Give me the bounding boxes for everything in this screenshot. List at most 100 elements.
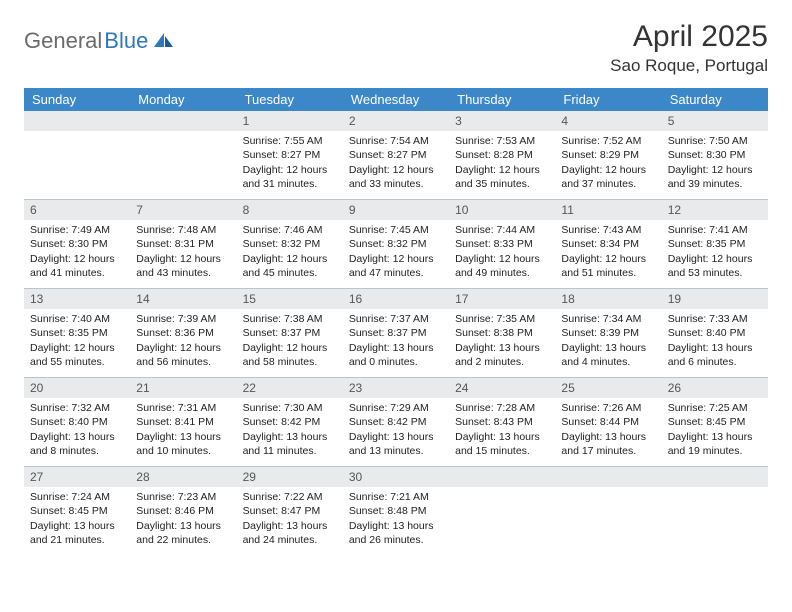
- cell-content: Sunrise: 7:41 AMSunset: 8:35 PMDaylight:…: [662, 220, 768, 286]
- cell-content: Sunrise: 7:49 AMSunset: 8:30 PMDaylight:…: [24, 220, 130, 286]
- calendar-cell: [130, 111, 236, 199]
- sunset-line: Sunset: 8:30 PM: [668, 148, 762, 162]
- calendar-cell: 7Sunrise: 7:48 AMSunset: 8:31 PMDaylight…: [130, 200, 236, 288]
- sunset-line: Sunset: 8:36 PM: [136, 326, 230, 340]
- calendar-cell: 12Sunrise: 7:41 AMSunset: 8:35 PMDayligh…: [662, 200, 768, 288]
- sunset-line: Sunset: 8:34 PM: [561, 237, 655, 251]
- cell-content: Sunrise: 7:40 AMSunset: 8:35 PMDaylight:…: [24, 309, 130, 375]
- title-block: April 2025 Sao Roque, Portugal: [610, 20, 768, 76]
- cell-content: Sunrise: 7:26 AMSunset: 8:44 PMDaylight:…: [555, 398, 661, 464]
- weekday-header: Thursday: [449, 88, 555, 111]
- daylight-line: Daylight: 13 hours and 13 minutes.: [349, 430, 443, 458]
- day-number: 21: [130, 378, 236, 398]
- page-header: GeneralBlue April 2025 Sao Roque, Portug…: [24, 20, 768, 76]
- sunset-line: Sunset: 8:35 PM: [668, 237, 762, 251]
- cell-content: Sunrise: 7:52 AMSunset: 8:29 PMDaylight:…: [555, 131, 661, 197]
- calendar-cell: [555, 467, 661, 553]
- calendar-row: 1Sunrise: 7:55 AMSunset: 8:27 PMDaylight…: [24, 111, 768, 199]
- sunrise-line: Sunrise: 7:24 AM: [30, 490, 124, 504]
- daylight-line: Daylight: 13 hours and 8 minutes.: [30, 430, 124, 458]
- weekday-header: Monday: [130, 88, 236, 111]
- day-number: [662, 467, 768, 487]
- day-number: [24, 111, 130, 131]
- daylight-line: Daylight: 13 hours and 2 minutes.: [455, 341, 549, 369]
- day-number: 26: [662, 378, 768, 398]
- sunrise-line: Sunrise: 7:35 AM: [455, 312, 549, 326]
- sunset-line: Sunset: 8:30 PM: [30, 237, 124, 251]
- day-number: 23: [343, 378, 449, 398]
- cell-content: Sunrise: 7:34 AMSunset: 8:39 PMDaylight:…: [555, 309, 661, 375]
- daylight-line: Daylight: 13 hours and 19 minutes.: [668, 430, 762, 458]
- day-number: 18: [555, 289, 661, 309]
- cell-content: Sunrise: 7:24 AMSunset: 8:45 PMDaylight:…: [24, 487, 130, 553]
- calendar-cell: [449, 467, 555, 553]
- daylight-line: Daylight: 12 hours and 39 minutes.: [668, 163, 762, 191]
- calendar-cell: 13Sunrise: 7:40 AMSunset: 8:35 PMDayligh…: [24, 289, 130, 377]
- day-number: [555, 467, 661, 487]
- daylight-line: Daylight: 12 hours and 49 minutes.: [455, 252, 549, 280]
- sunrise-line: Sunrise: 7:37 AM: [349, 312, 443, 326]
- sunset-line: Sunset: 8:45 PM: [668, 415, 762, 429]
- cell-content: Sunrise: 7:48 AMSunset: 8:31 PMDaylight:…: [130, 220, 236, 286]
- daylight-line: Daylight: 12 hours and 35 minutes.: [455, 163, 549, 191]
- day-number: 8: [237, 200, 343, 220]
- weekday-header: Wednesday: [343, 88, 449, 111]
- day-number: 14: [130, 289, 236, 309]
- calendar-cell: 17Sunrise: 7:35 AMSunset: 8:38 PMDayligh…: [449, 289, 555, 377]
- day-number: 13: [24, 289, 130, 309]
- cell-content: Sunrise: 7:46 AMSunset: 8:32 PMDaylight:…: [237, 220, 343, 286]
- daylight-line: Daylight: 12 hours and 33 minutes.: [349, 163, 443, 191]
- day-number: 28: [130, 467, 236, 487]
- sunrise-line: Sunrise: 7:23 AM: [136, 490, 230, 504]
- calendar-cell: 26Sunrise: 7:25 AMSunset: 8:45 PMDayligh…: [662, 378, 768, 466]
- calendar-cell: 29Sunrise: 7:22 AMSunset: 8:47 PMDayligh…: [237, 467, 343, 553]
- sunrise-line: Sunrise: 7:39 AM: [136, 312, 230, 326]
- cell-content: Sunrise: 7:29 AMSunset: 8:42 PMDaylight:…: [343, 398, 449, 464]
- daylight-line: Daylight: 12 hours and 53 minutes.: [668, 252, 762, 280]
- calendar-cell: 14Sunrise: 7:39 AMSunset: 8:36 PMDayligh…: [130, 289, 236, 377]
- day-number: 30: [343, 467, 449, 487]
- calendar-cell: 28Sunrise: 7:23 AMSunset: 8:46 PMDayligh…: [130, 467, 236, 553]
- sunset-line: Sunset: 8:40 PM: [30, 415, 124, 429]
- sunset-line: Sunset: 8:45 PM: [30, 504, 124, 518]
- day-number: [449, 467, 555, 487]
- daylight-line: Daylight: 13 hours and 10 minutes.: [136, 430, 230, 458]
- cell-content: Sunrise: 7:22 AMSunset: 8:47 PMDaylight:…: [237, 487, 343, 553]
- sunset-line: Sunset: 8:41 PM: [136, 415, 230, 429]
- cell-content: Sunrise: 7:30 AMSunset: 8:42 PMDaylight:…: [237, 398, 343, 464]
- page-title: April 2025: [610, 20, 768, 54]
- day-number: 17: [449, 289, 555, 309]
- day-number: 27: [24, 467, 130, 487]
- brand-part1: General: [24, 28, 102, 54]
- cell-content: Sunrise: 7:25 AMSunset: 8:45 PMDaylight:…: [662, 398, 768, 464]
- calendar-cell: 22Sunrise: 7:30 AMSunset: 8:42 PMDayligh…: [237, 378, 343, 466]
- calendar-cell: 4Sunrise: 7:52 AMSunset: 8:29 PMDaylight…: [555, 111, 661, 199]
- weekday-header: Friday: [555, 88, 661, 111]
- weekday-header-row: SundayMondayTuesdayWednesdayThursdayFrid…: [24, 88, 768, 111]
- sunrise-line: Sunrise: 7:32 AM: [30, 401, 124, 415]
- sunrise-line: Sunrise: 7:50 AM: [668, 134, 762, 148]
- cell-content: Sunrise: 7:33 AMSunset: 8:40 PMDaylight:…: [662, 309, 768, 375]
- daylight-line: Daylight: 12 hours and 37 minutes.: [561, 163, 655, 191]
- calendar-cell: 8Sunrise: 7:46 AMSunset: 8:32 PMDaylight…: [237, 200, 343, 288]
- day-number: 22: [237, 378, 343, 398]
- calendar-cell: 3Sunrise: 7:53 AMSunset: 8:28 PMDaylight…: [449, 111, 555, 199]
- calendar-cell: 11Sunrise: 7:43 AMSunset: 8:34 PMDayligh…: [555, 200, 661, 288]
- sunrise-line: Sunrise: 7:28 AM: [455, 401, 549, 415]
- calendar-row: 20Sunrise: 7:32 AMSunset: 8:40 PMDayligh…: [24, 377, 768, 466]
- day-number: 10: [449, 200, 555, 220]
- sunset-line: Sunset: 8:32 PM: [243, 237, 337, 251]
- sunrise-line: Sunrise: 7:33 AM: [668, 312, 762, 326]
- calendar-cell: 16Sunrise: 7:37 AMSunset: 8:37 PMDayligh…: [343, 289, 449, 377]
- calendar-cell: [662, 467, 768, 553]
- sunset-line: Sunset: 8:39 PM: [561, 326, 655, 340]
- calendar-cell: 24Sunrise: 7:28 AMSunset: 8:43 PMDayligh…: [449, 378, 555, 466]
- day-number: 7: [130, 200, 236, 220]
- cell-content: Sunrise: 7:21 AMSunset: 8:48 PMDaylight:…: [343, 487, 449, 553]
- daylight-line: Daylight: 13 hours and 11 minutes.: [243, 430, 337, 458]
- sunrise-line: Sunrise: 7:41 AM: [668, 223, 762, 237]
- daylight-line: Daylight: 12 hours and 41 minutes.: [30, 252, 124, 280]
- calendar-cell: 30Sunrise: 7:21 AMSunset: 8:48 PMDayligh…: [343, 467, 449, 553]
- day-number: 11: [555, 200, 661, 220]
- sunrise-line: Sunrise: 7:26 AM: [561, 401, 655, 415]
